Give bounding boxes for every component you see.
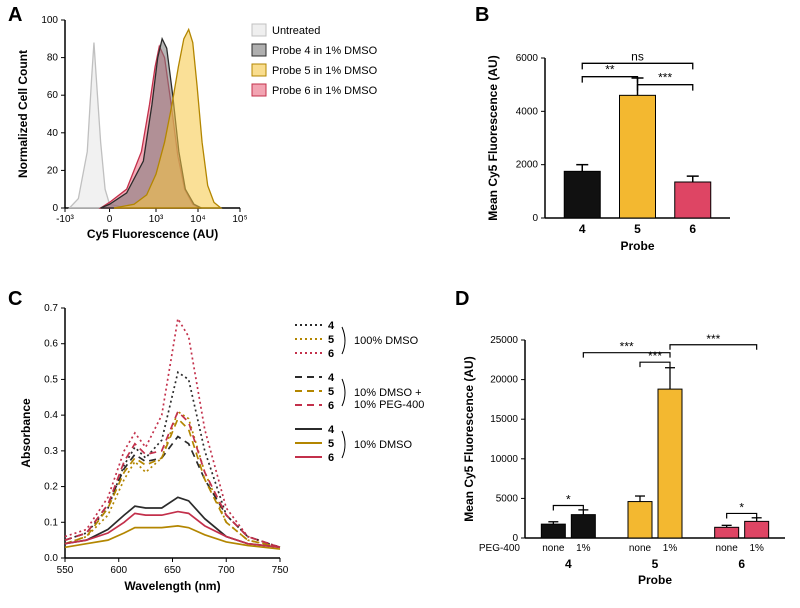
svg-text:1%: 1% xyxy=(749,543,764,554)
svg-text:6: 6 xyxy=(689,222,696,236)
svg-text:750: 750 xyxy=(272,565,289,576)
svg-text:4: 4 xyxy=(579,222,586,236)
svg-text:0.7: 0.7 xyxy=(44,303,58,314)
svg-text:Normalized Cell Count: Normalized Cell Count xyxy=(16,50,30,178)
svg-text:Probe 4 in 1% DMSO: Probe 4 in 1% DMSO xyxy=(272,45,378,57)
panel-a-chart: 020406080100-10³010³10⁴10⁵Cy5 Fluorescen… xyxy=(10,8,390,268)
svg-text:Mean Cy5 Fluorescence (AU): Mean Cy5 Fluorescence (AU) xyxy=(462,356,476,521)
svg-text:2000: 2000 xyxy=(516,160,539,171)
svg-text:10⁴: 10⁴ xyxy=(190,214,205,225)
svg-text:Mean Cy5 Fluorescence (AU): Mean Cy5 Fluorescence (AU) xyxy=(486,55,500,220)
svg-text:***: *** xyxy=(658,71,672,85)
svg-text:0.3: 0.3 xyxy=(44,446,58,457)
svg-text:60: 60 xyxy=(47,90,59,101)
svg-text:20000: 20000 xyxy=(490,375,518,386)
svg-text:10³: 10³ xyxy=(149,214,164,225)
svg-text:0: 0 xyxy=(532,213,538,224)
svg-text:1%: 1% xyxy=(663,543,678,554)
svg-text:15000: 15000 xyxy=(490,414,518,425)
svg-text:PEG-400: PEG-400 xyxy=(479,543,521,554)
svg-text:4: 4 xyxy=(328,320,335,332)
svg-text:5: 5 xyxy=(328,438,334,450)
svg-text:6: 6 xyxy=(738,557,745,571)
svg-text:0.6: 0.6 xyxy=(44,339,58,350)
svg-text:*: * xyxy=(739,500,744,514)
svg-text:650: 650 xyxy=(164,565,181,576)
svg-text:Absorbance: Absorbance xyxy=(19,398,33,468)
svg-text:Cy5 Fluorescence (AU): Cy5 Fluorescence (AU) xyxy=(87,227,218,241)
svg-text:40: 40 xyxy=(47,128,59,139)
svg-text:600: 600 xyxy=(110,565,127,576)
svg-text:6: 6 xyxy=(328,400,334,412)
svg-text:6: 6 xyxy=(328,452,334,464)
svg-text:5: 5 xyxy=(328,334,334,346)
svg-text:Probe 6 in 1% DMSO: Probe 6 in 1% DMSO xyxy=(272,85,378,97)
svg-text:10% DMSO: 10% DMSO xyxy=(354,439,413,451)
svg-text:25000: 25000 xyxy=(490,335,518,346)
svg-text:6: 6 xyxy=(328,348,334,360)
svg-text:10% PEG-400: 10% PEG-400 xyxy=(354,399,424,411)
svg-text:none: none xyxy=(716,543,739,554)
svg-text:100: 100 xyxy=(41,15,58,26)
svg-text:Probe: Probe xyxy=(638,573,672,587)
svg-text:5: 5 xyxy=(652,557,659,571)
svg-text:4: 4 xyxy=(328,424,335,436)
svg-text:***: *** xyxy=(620,340,634,354)
svg-text:***: *** xyxy=(706,332,720,346)
svg-text:5: 5 xyxy=(328,386,334,398)
svg-text:10⁵: 10⁵ xyxy=(232,214,247,225)
svg-text:10% DMSO +: 10% DMSO + xyxy=(354,387,422,399)
svg-text:6000: 6000 xyxy=(516,53,539,64)
svg-text:1%: 1% xyxy=(576,543,591,554)
svg-text:4: 4 xyxy=(565,557,572,571)
svg-text:700: 700 xyxy=(218,565,235,576)
svg-text:0.4: 0.4 xyxy=(44,410,58,421)
svg-text:**: ** xyxy=(605,63,615,77)
svg-text:none: none xyxy=(542,543,565,554)
svg-text:100% DMSO: 100% DMSO xyxy=(354,335,419,347)
svg-text:Wavelength (nm): Wavelength (nm) xyxy=(124,579,220,593)
svg-text:0: 0 xyxy=(107,214,113,225)
svg-text:0.2: 0.2 xyxy=(44,482,58,493)
svg-text:0: 0 xyxy=(52,203,58,214)
svg-text:ns: ns xyxy=(631,49,644,63)
svg-text:none: none xyxy=(629,543,652,554)
svg-text:5000: 5000 xyxy=(496,493,519,504)
svg-text:4: 4 xyxy=(328,372,335,384)
svg-text:Probe 5 in 1% DMSO: Probe 5 in 1% DMSO xyxy=(272,65,378,77)
svg-text:10000: 10000 xyxy=(490,454,518,465)
svg-text:-10³: -10³ xyxy=(56,214,74,225)
svg-text:20: 20 xyxy=(47,165,59,176)
figure-container: A 020406080100-10³010³10⁴10⁵Cy5 Fluoresc… xyxy=(0,0,800,608)
svg-text:0.1: 0.1 xyxy=(44,517,58,528)
svg-text:*: * xyxy=(566,493,571,507)
svg-text:80: 80 xyxy=(47,53,59,64)
panel-b-chart: 0 2000 4000 6000 Mean Cy5 Fluorescence (AU) 4… xyxy=(480,8,790,268)
svg-text:Untreated: Untreated xyxy=(272,25,320,37)
svg-text:5: 5 xyxy=(634,222,641,236)
svg-text:4000: 4000 xyxy=(516,106,539,117)
svg-text:Probe: Probe xyxy=(620,239,654,253)
svg-text:0.0: 0.0 xyxy=(44,553,58,564)
svg-text:***: *** xyxy=(648,349,662,363)
svg-text:0.5: 0.5 xyxy=(44,374,58,385)
panel-d-chart: 0500010000150002000025000Mean Cy5 Fluore… xyxy=(455,290,795,606)
svg-text:550: 550 xyxy=(57,565,74,576)
panel-c-chart: 550 600 650 700 750 0.0 0.1 0.2 0.3 0.4 0.5 0.6 0.7 W… xyxy=(10,290,450,606)
